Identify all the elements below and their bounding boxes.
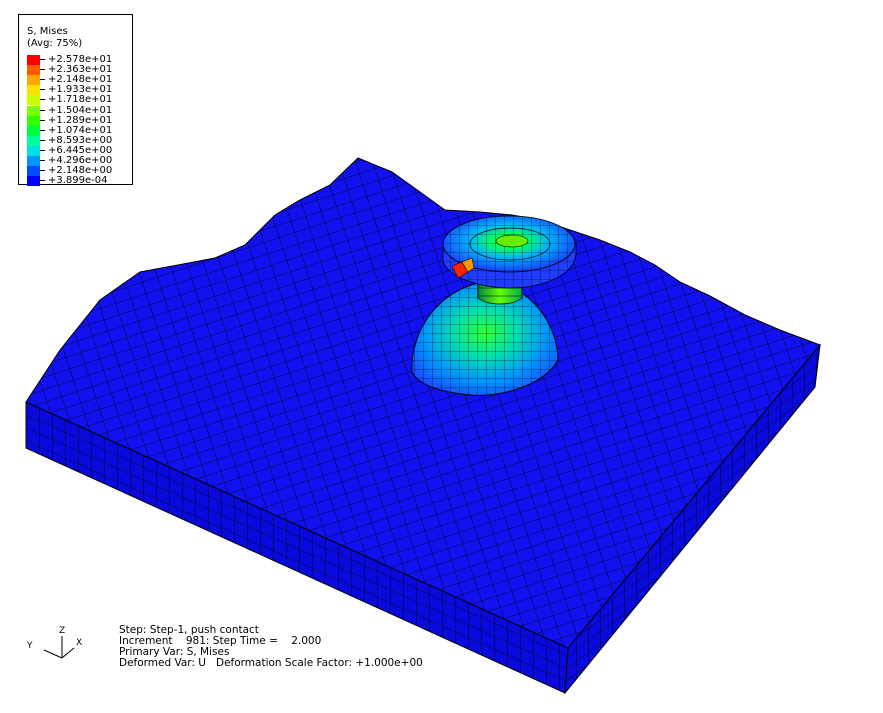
legend-tick — [40, 59, 45, 60]
legend-value: +1.504e+01 — [48, 104, 113, 116]
legend-swatch — [27, 65, 40, 76]
legend-value: +1.289e+01 — [48, 114, 113, 126]
legend-tick — [40, 160, 45, 161]
legend-swatch — [27, 156, 40, 166]
legend-swatch — [27, 176, 40, 187]
legend-value: +6.445e+00 — [48, 144, 113, 156]
legend-swatch — [27, 75, 40, 86]
legend-subtitle: (Avg: 75%) — [27, 38, 83, 49]
legend-swatch — [27, 85, 40, 96]
legend-tick — [40, 99, 45, 101]
primary-var-info: Primary Var: S, Mises — [119, 646, 230, 658]
legend-swatch — [27, 125, 40, 136]
legend-tick — [40, 180, 45, 182]
triad-x-label: X — [76, 638, 83, 648]
triad-z-label: Z — [59, 626, 66, 636]
legend-value: +2.148e+00 — [48, 165, 113, 177]
bell-part — [411, 281, 559, 396]
legend-value: +1.718e+01 — [48, 94, 113, 106]
legend-swatch — [27, 135, 40, 146]
legend-value: +2.363e+01 — [48, 64, 113, 76]
legend-swatch — [27, 105, 40, 116]
step-info: Step: Step-1, push contact — [119, 624, 259, 636]
axis-triad — [43, 636, 75, 659]
legend-value: +1.074e+01 — [48, 124, 113, 136]
legend-value: +3.899e-04 — [48, 175, 108, 187]
analysis-info: Step: Step-1, push contact Increment 981… — [119, 625, 423, 669]
legend-title: S, Mises — [27, 26, 68, 37]
triad-y-label: Y — [27, 641, 33, 651]
legend-value: +1.933e+01 — [48, 84, 113, 96]
legend-tick — [40, 149, 45, 151]
legend-value: +2.148e+01 — [48, 74, 113, 86]
legend-tick — [40, 139, 45, 141]
legend-tick — [40, 109, 45, 111]
legend-swatch — [27, 95, 40, 106]
legend-swatch — [27, 115, 40, 126]
legend-tick — [40, 79, 45, 81]
legend-tick — [40, 170, 45, 172]
legend-value: +8.593e+00 — [48, 134, 113, 146]
color-legend: S, Mises (Avg: 75%) +2.578e+01 +2.363e+01… — [18, 14, 133, 187]
legend-value: +2.578e+01 — [48, 54, 113, 65]
increment-info: Increment 981: Step Time = 2.000 — [119, 635, 322, 647]
legend-tick — [40, 69, 45, 71]
legend-value: +4.296e+00 — [48, 155, 113, 166]
deformed-var-info: Deformed Var: U Deformation Scale Factor… — [119, 657, 423, 669]
plate-top-surface — [25, 157, 821, 649]
cap-part — [442, 215, 577, 289]
legend-swatch — [27, 166, 40, 177]
legend-tick — [40, 119, 45, 121]
legend-swatch — [27, 55, 40, 65]
legend-swatch — [27, 145, 40, 156]
legend-tick — [40, 89, 45, 91]
legend-tick — [40, 129, 45, 131]
